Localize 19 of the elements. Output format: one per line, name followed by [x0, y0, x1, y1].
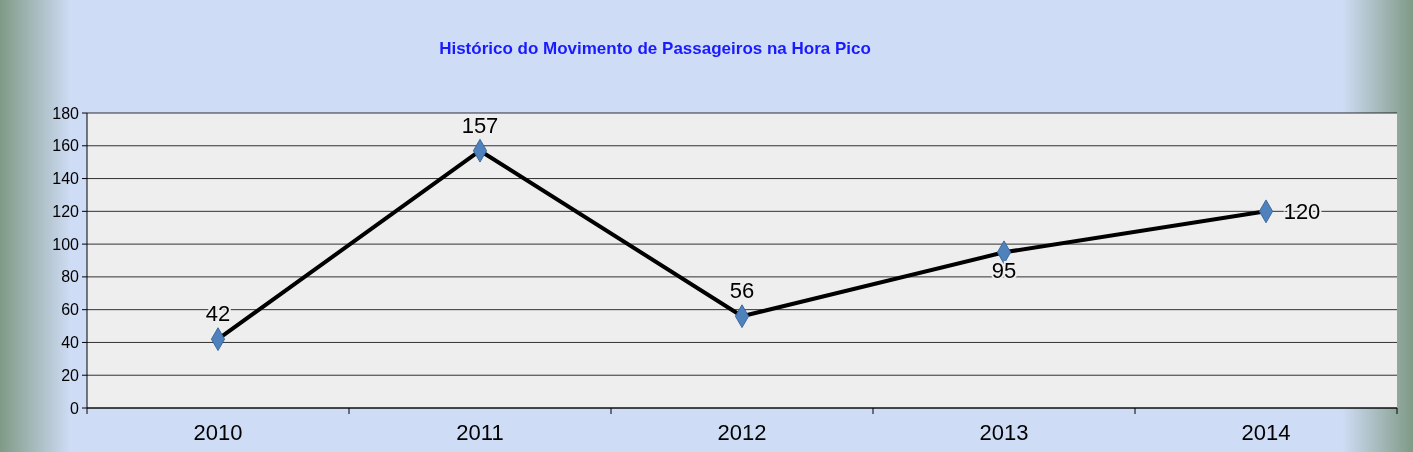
y-tick-label: 0 [70, 399, 80, 417]
y-tick-label: 120 [52, 202, 80, 220]
data-label: 56 [729, 278, 755, 304]
y-tick-label: 40 [61, 334, 80, 352]
chart-title: Histórico do Movimento de Passageiros na Hora Pico [439, 39, 871, 58]
y-tick-label: 100 [52, 235, 80, 253]
data-label: 157 [461, 112, 499, 138]
x-tick-label: 2011 [456, 420, 504, 445]
x-tick-label: 2012 [717, 420, 767, 445]
x-tick-label: 2013 [979, 420, 1029, 445]
y-tick-label: 60 [61, 301, 80, 319]
y-tick-label: 20 [61, 366, 80, 384]
data-label: 95 [991, 258, 1017, 284]
y-tick-label: 80 [61, 268, 80, 286]
y-tick-label: 160 [52, 137, 80, 155]
y-tick-label: 180 [52, 104, 80, 122]
x-tick-label: 2014 [1241, 420, 1291, 445]
x-tick-label: 2010 [193, 420, 243, 445]
y-tick-label: 140 [52, 170, 80, 188]
